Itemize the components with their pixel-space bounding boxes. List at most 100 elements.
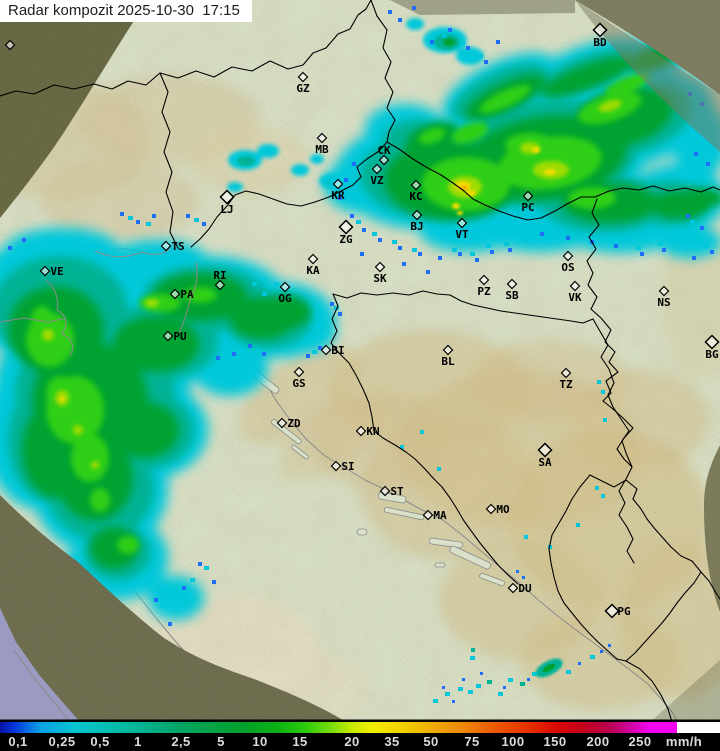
city-diamond-icon: [320, 344, 332, 356]
legend-tick-2,5: 2,5: [171, 734, 191, 749]
city-BI: BI: [320, 344, 345, 357]
radar-echo-nw-system: [0, 228, 336, 620]
city-label: VE: [50, 265, 63, 278]
city-diamond-icon: [316, 132, 328, 144]
city-CK: CK: [377, 144, 391, 166]
city-diamond-icon: [307, 253, 319, 265]
city-PG: PG: [604, 603, 631, 619]
city-diamond-icon: [506, 278, 518, 290]
city-diamond-icon: [338, 219, 354, 235]
city-OS: OS: [561, 250, 575, 274]
legend-tick-250: 250: [628, 734, 652, 749]
legend: 0,1 0,25 0,5 1 2,5 5 10 15 20 35 50 75 100 150 200 250 m…: [0, 722, 720, 751]
city-diamond-icon: [39, 265, 51, 277]
legend-bar-row: [0, 722, 720, 733]
sea-out-of-range: [0, 608, 80, 722]
city-GS: GS: [292, 366, 306, 390]
city-diamond-icon: [478, 274, 490, 286]
city-label: VZ: [370, 174, 384, 187]
city-diamond-icon: [560, 367, 572, 379]
city-BG: BG: [704, 334, 720, 361]
city-diamond-icon: [162, 330, 174, 342]
city-diamond-icon: [507, 582, 519, 594]
city-diamond-icon: [704, 334, 720, 350]
city-label: KN: [366, 425, 379, 438]
city-PA: PA: [169, 288, 194, 301]
city-KR: KR: [331, 178, 345, 202]
city-diamond-icon: [276, 417, 288, 429]
legend-tick-0,1: 0,1: [8, 734, 28, 749]
city-label: TZ: [559, 378, 573, 391]
city-OG: OG: [278, 281, 292, 305]
city-label: BI: [331, 344, 344, 357]
city-label: GZ: [296, 82, 310, 95]
city-label: DU: [518, 582, 532, 595]
city-diamond-icon: [422, 509, 434, 521]
city-diamond-icon: [592, 22, 608, 38]
city-diamond-icon: [562, 250, 574, 262]
city-diamond-icon: [442, 344, 454, 356]
city-diamond-icon: [378, 154, 390, 166]
city-label: VT: [455, 228, 469, 241]
city-label: SB: [505, 289, 519, 302]
legend-tick-200: 200: [586, 734, 610, 749]
city-VE: VE: [39, 265, 64, 278]
legend-tick-15: 15: [292, 734, 308, 749]
city-SA: SA: [537, 442, 553, 469]
city-label: PZ: [477, 285, 491, 298]
radar-map: GZ BD MB CK VZ KR KC BJ VT PC LJ ZG TS VE RI KA PA OG SK PZ…: [0, 0, 720, 722]
legend-tick-100: 100: [501, 734, 525, 749]
city-GZ: GZ: [296, 71, 310, 95]
city-KN: KN: [355, 425, 380, 438]
city-label: PG: [617, 605, 631, 618]
city-diamond-icon: [604, 603, 620, 619]
city-label: SI: [341, 460, 354, 473]
city-diamond-icon: [214, 279, 226, 291]
legend-tick-35: 35: [384, 734, 400, 749]
city-label: OS: [561, 261, 574, 274]
city-BL: BL: [441, 344, 455, 368]
legend-tick-1: 1: [134, 734, 142, 749]
city-SK: SK: [373, 261, 387, 285]
city-label: PA: [180, 288, 194, 301]
city-diamond-icon: [485, 503, 497, 515]
city-label: GS: [292, 377, 305, 390]
city-label: SK: [373, 272, 387, 285]
city-markers-layer: GZ BD MB CK VZ KR KC BJ VT PC LJ ZG TS VE RI KA PA OG SK PZ…: [4, 22, 720, 619]
city-KA: KA: [306, 253, 320, 277]
city-label: LJ: [220, 203, 233, 216]
city-label: RI: [213, 269, 226, 282]
city-TS: TS: [160, 240, 185, 253]
city-label: MA: [433, 509, 447, 522]
city-DU: DU: [507, 582, 532, 595]
legend-labels: 0,1 0,25 0,5 1 2,5 5 10 15 20 35 50 75 100 150 200 250 m…: [0, 733, 720, 751]
city-label: ZD: [287, 417, 301, 430]
city-diamond-icon: [379, 485, 391, 497]
city-label: VK: [568, 291, 582, 304]
city-VK: VK: [568, 280, 582, 304]
city-label: SA: [538, 456, 552, 469]
city-SB: SB: [505, 278, 519, 302]
city-label: BJ: [410, 220, 423, 233]
legend-tick-10: 10: [252, 734, 268, 749]
map-bottom-border: [0, 719, 720, 722]
city-diamond-icon: [330, 460, 342, 472]
city-BJ: BJ: [410, 209, 424, 233]
city-diamond-icon: [410, 179, 422, 191]
city-label: ZG: [339, 233, 353, 246]
city-diamond-icon: [219, 189, 235, 205]
city-diamond-icon: [169, 288, 181, 300]
city-diamond-icon: [4, 39, 16, 51]
city-diamond-icon: [293, 366, 305, 378]
city-diamond-icon: [279, 281, 291, 293]
city-label: TS: [171, 240, 184, 253]
city-VZ: VZ: [370, 163, 384, 187]
city-diamond-icon: [355, 425, 367, 437]
city-label: OG: [278, 292, 292, 305]
legend-tick-0,25: 0,25: [48, 734, 76, 749]
city-SI: SI: [330, 460, 355, 473]
legend-tick-50: 50: [423, 734, 439, 749]
city-diamond-icon: [537, 442, 553, 458]
legend-tick-20: 20: [344, 734, 360, 749]
legend-tick-5: 5: [217, 734, 225, 749]
